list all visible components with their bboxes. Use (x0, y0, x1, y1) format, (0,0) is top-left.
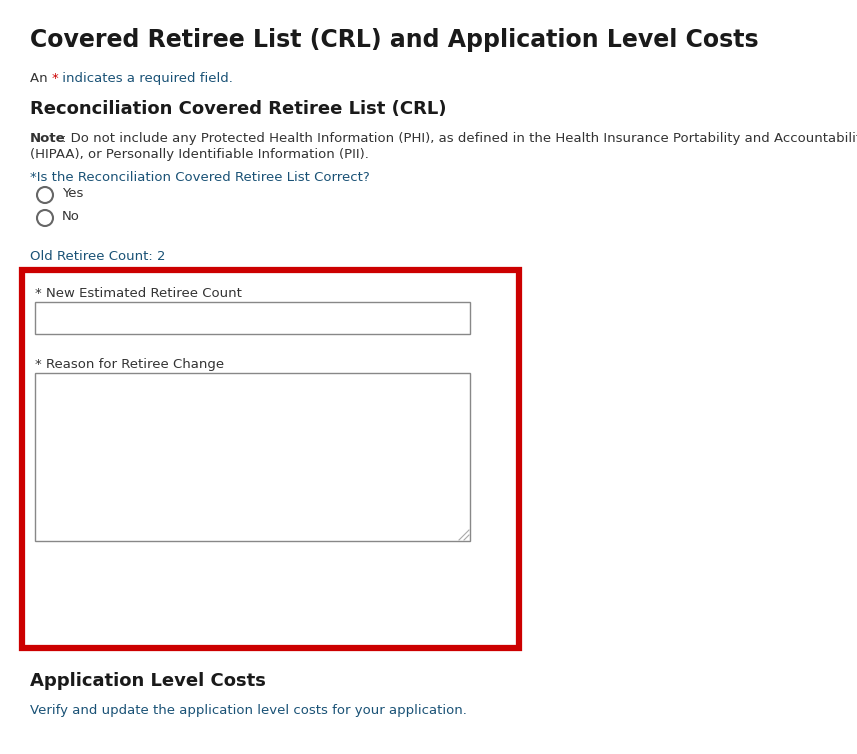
Text: Verify and update the application level costs for your application.: Verify and update the application level … (30, 704, 467, 717)
Text: *Is the Reconciliation Covered Retiree List Correct?: *Is the Reconciliation Covered Retiree L… (30, 171, 369, 184)
Text: Application Level Costs: Application Level Costs (30, 672, 266, 690)
Bar (22, 270, 519, 648)
Text: An: An (30, 72, 52, 85)
Text: Covered Retiree List (CRL) and Application Level Costs: Covered Retiree List (CRL) and Applicati… (30, 28, 758, 52)
Bar (35, 302, 470, 334)
Text: Reconciliation Covered Retiree List (CRL): Reconciliation Covered Retiree List (CRL… (30, 100, 446, 118)
Text: Yes: Yes (62, 187, 83, 200)
Bar (35, 373, 470, 541)
Text: : Do not include any Protected Health Information (PHI), as defined in the Healt: : Do not include any Protected Health In… (62, 132, 857, 145)
Text: Old Retiree Count: 2: Old Retiree Count: 2 (30, 250, 165, 263)
Text: Note: Note (30, 132, 66, 145)
Text: indicates a required field.: indicates a required field. (58, 72, 233, 85)
Text: * New Estimated Retiree Count: * New Estimated Retiree Count (35, 287, 242, 300)
Text: *: * (52, 72, 59, 85)
Text: No: No (62, 210, 80, 223)
Text: * Reason for Retiree Change: * Reason for Retiree Change (35, 358, 225, 371)
Text: (HIPAA), or Personally Identifiable Information (PII).: (HIPAA), or Personally Identifiable Info… (30, 148, 369, 161)
